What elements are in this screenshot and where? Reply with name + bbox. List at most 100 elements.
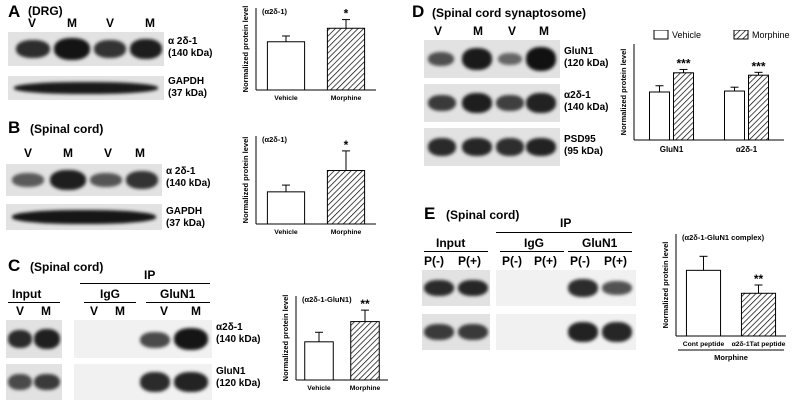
panel-b-letter: B xyxy=(8,118,21,137)
panel-e-letter: E xyxy=(424,204,436,223)
panel-b-label-gapdh: GAPDH (37 kDa) xyxy=(166,206,205,229)
panel-e-igg-label: IgG xyxy=(524,236,544,250)
panel-b-bar-chart: Normalized protein level (α2δ-1) Vehicle * M… xyxy=(241,135,376,236)
panel-c-igg-lane-2: M xyxy=(115,304,125,318)
panel-d-letter: D xyxy=(412,2,425,21)
panel-a-1-significance: * xyxy=(344,7,349,21)
panel-c-0-bar xyxy=(304,341,334,381)
panel-c-1-significance: ** xyxy=(360,297,370,311)
panel-e-1-bar xyxy=(740,292,777,337)
panel-d-category-0: GluN1 xyxy=(660,145,684,154)
panel-d-morphine-1-significance: *** xyxy=(751,59,765,73)
panel-e-glun1-line xyxy=(568,251,632,252)
panel-a-chart-title: (α2δ-1) xyxy=(262,7,287,16)
panel-c-bar-chart: Normalized protein level (α2δ-1-GluN1) Veh… xyxy=(281,295,388,392)
panel-e-igg-lane-2: P(+) xyxy=(534,254,558,268)
panel-c-category-1: Morphine xyxy=(350,385,381,392)
panel-d-bar-chart: Normalized protein level *** GluN1 *** α2δ-1… xyxy=(619,30,790,154)
panel-d-morphine-0-significance: *** xyxy=(676,56,690,70)
panel-a-lane-3: V xyxy=(105,16,114,30)
panel-a-blot-a2d1 xyxy=(8,32,164,66)
panel-d-legend-swatch-0 xyxy=(653,30,669,40)
panel-d-lane-2: M xyxy=(473,24,483,38)
panel-d-blot-glun1 xyxy=(424,40,560,78)
panel-c-1-bar xyxy=(350,321,380,381)
panel-a-label-gapdh: GAPDH (37 kDa) xyxy=(168,76,207,99)
panel-c-y-label: Normalized protein level xyxy=(281,295,290,382)
panel-c-igg-line xyxy=(84,302,136,303)
panel-c-blot-input-glun1 xyxy=(6,364,62,400)
panel-e-igg-line xyxy=(500,251,564,252)
panel-e-igg-lane-1: P(-) xyxy=(502,254,522,268)
panel-b-blot-gapdh xyxy=(6,204,162,230)
panel-e-blot-input-row1 xyxy=(422,270,490,306)
panel-e-ip-line xyxy=(496,232,632,233)
panel-d-legend-swatch-1 xyxy=(733,30,749,40)
panel-b-1-significance: * xyxy=(344,138,349,152)
panel-a-category-0: Vehicle xyxy=(274,95,298,102)
panel-e-input-line xyxy=(424,251,488,252)
panel-a-0-bar xyxy=(266,41,306,91)
panel-c-blot-ip-a2d1 xyxy=(74,320,212,358)
panel-d-lane-3: V xyxy=(507,24,516,38)
panel-d-legend-label-0: Vehicle xyxy=(672,30,701,40)
panel-b-category-0: Vehicle xyxy=(274,229,298,236)
panel-c-input-line xyxy=(8,302,60,303)
panel-d-lane-4: M xyxy=(539,24,549,38)
panel-b-0-bar xyxy=(266,191,306,225)
panel-d-label-psd95: PSD95 (95 kDa) xyxy=(564,134,603,157)
panel-a-bar-chart: Normalized protein level (α2δ-1) Vehicle * M… xyxy=(241,6,376,102)
panel-c-igg-label: IgG xyxy=(100,287,120,301)
panel-a-category-1: Morphine xyxy=(331,95,362,102)
panel-a-1-bar xyxy=(326,27,366,91)
panel-e-category-1: α2δ-1Tat peptide xyxy=(732,341,786,348)
panel-e-blot-input-row2 xyxy=(422,314,490,350)
panel-a-lane-1: V xyxy=(27,16,36,30)
panel-d-lane-1: V xyxy=(433,24,442,38)
panel-e-glun1-lane-1: P(-) xyxy=(570,254,590,268)
panel-a-label-a2d1: α 2δ-1 (140 kDa) xyxy=(168,36,213,59)
panel-b-1-bar xyxy=(326,170,366,225)
panel-d-blot-a2d1 xyxy=(424,84,560,122)
panel-c-glun1-label: GluN1 xyxy=(160,287,196,301)
panel-e-chart-title: (α2δ-1-GluN1 complex) xyxy=(682,233,765,242)
panel-b-title: (Spinal cord) xyxy=(30,122,104,136)
panel-c-ip-label: IP xyxy=(144,268,156,282)
panel-c-glun1-lane-2: M xyxy=(191,304,201,318)
panel-b-lane-2: M xyxy=(63,146,73,160)
panel-d-morphine-0-bar xyxy=(673,72,694,141)
panel-e-input-lane-2: P(+) xyxy=(458,254,482,268)
panel-d-blot-psd95 xyxy=(424,128,560,166)
panel-a-blot-gapdh xyxy=(8,76,164,100)
panel-e-y-label: Normalized protein level xyxy=(661,242,670,329)
panel-e-bar-chart: Normalized protein level (α2δ-1-GluN1 com… xyxy=(661,233,786,362)
panel-c-blot-ip-glun1 xyxy=(74,364,212,400)
panel-c-label-a2d1: α2δ-1 (140 kDa) xyxy=(216,322,261,345)
panel-d-vehicle-0-bar xyxy=(649,91,670,141)
panel-c-category-0: Vehicle xyxy=(307,385,331,392)
panel-c-title: (Spinal cord) xyxy=(30,260,104,274)
panel-b-label-a2d1: α 2δ-1 (140 kDa) xyxy=(166,166,211,189)
panel-d-morphine-1-bar xyxy=(748,74,769,141)
panel-b-lane-4: M xyxy=(135,146,145,160)
panel-c-glun1-line xyxy=(146,302,210,303)
panel-a-lane-4: M xyxy=(145,16,155,30)
panel-b-y-label: Normalized protein level xyxy=(241,137,250,224)
panel-d-legend-label-1: Morphine xyxy=(752,30,790,40)
panel-d-vehicle-1-bar xyxy=(724,90,745,141)
panel-d-title: (Spinal cord synaptosome) xyxy=(432,6,587,20)
panel-e-input-lane-1: P(-) xyxy=(424,254,444,268)
panel-c-glun1-lane-1: V xyxy=(159,304,168,318)
panel-e-0-bar xyxy=(685,269,722,337)
panel-a-letter: A xyxy=(8,2,21,21)
panel-c-input-lane-1: V xyxy=(15,304,24,318)
panel-d-y-label: Normalized protein level xyxy=(619,49,628,136)
panel-b-lane-1: V xyxy=(23,146,32,160)
panel-d-label-a2d1: α2δ-1 (140 kDa) xyxy=(564,90,609,113)
panel-b-blot-a2d1 xyxy=(6,164,162,196)
panel-c-input-lane-2: M xyxy=(41,304,51,318)
panel-b-chart-title: (α2δ-1) xyxy=(262,135,287,144)
panel-a-lane-2: M xyxy=(67,16,77,30)
panel-e-blot-ip-row2 xyxy=(496,314,636,350)
panel-c-blot-input-a2d1 xyxy=(6,320,62,358)
